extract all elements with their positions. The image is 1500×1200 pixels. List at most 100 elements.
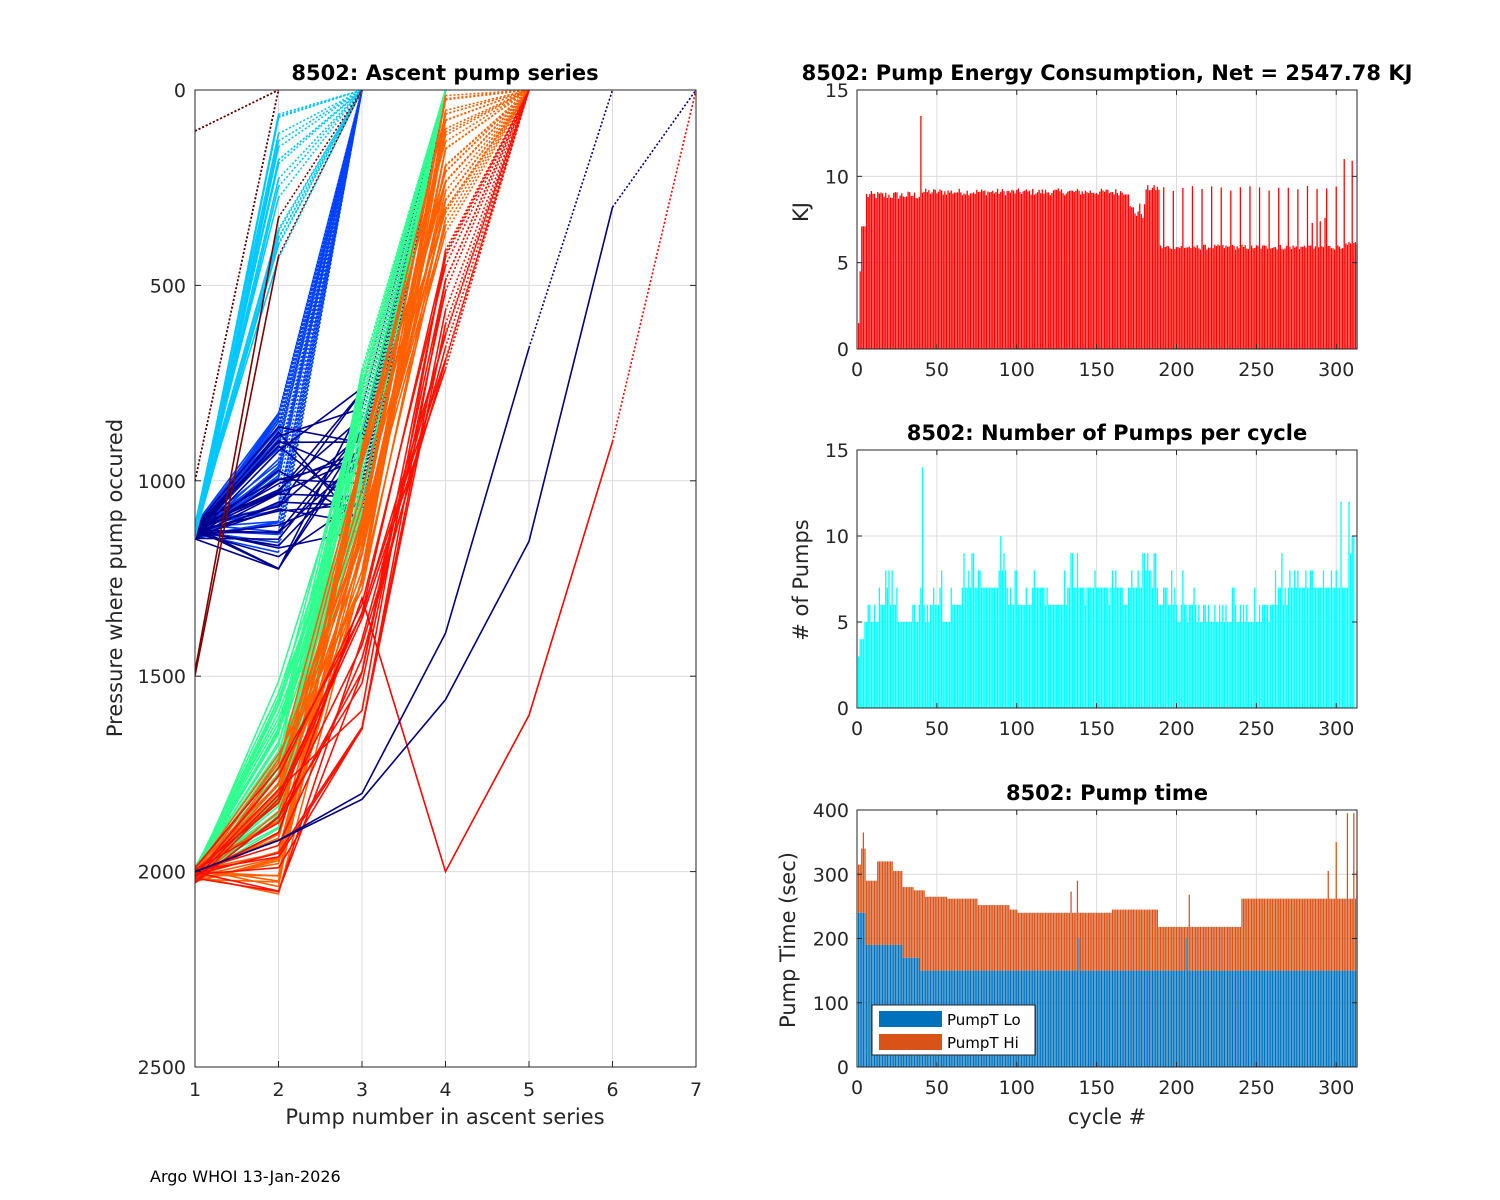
energy-bar xyxy=(1084,190,1087,349)
pumps-bar xyxy=(1265,604,1267,708)
pumptime-ytick-label: 300 xyxy=(813,864,849,886)
pumptime-lo-bar xyxy=(1266,970,1269,1067)
pumps-title: 8502: Number of Pumps per cycle xyxy=(907,421,1307,445)
pumptime-hi-bar xyxy=(1087,912,1090,971)
energy-bar xyxy=(1060,189,1063,349)
ascent-series-surface-segment xyxy=(444,90,530,167)
pumptime-hi-bar xyxy=(1043,912,1045,971)
pumps-bar xyxy=(968,570,970,708)
energy-bar xyxy=(1254,248,1256,349)
pumptime-lo-bar xyxy=(864,912,866,1067)
pumptime-hi-bar xyxy=(862,832,865,913)
energy-bar xyxy=(910,196,912,349)
energy-bar xyxy=(1097,194,1099,349)
energy-xtick-label: 200 xyxy=(1158,359,1194,381)
pumptime-lo-bar xyxy=(1286,970,1288,1067)
pumps-bar xyxy=(896,587,898,708)
ascent-series-surface-segment xyxy=(277,90,363,471)
ascent-series-surface-segment xyxy=(611,90,696,442)
pumps-bar xyxy=(1247,622,1250,708)
energy-bar xyxy=(907,191,909,349)
energy-bar xyxy=(1321,246,1323,349)
pumptime-hi-bar xyxy=(912,887,914,958)
energy-bar xyxy=(1314,246,1317,349)
pumptime-lo-bar xyxy=(857,912,860,1067)
energy-bar xyxy=(1148,190,1150,349)
ascent-series-surface-segment xyxy=(444,90,530,325)
pumptime-hi-bar xyxy=(905,887,908,958)
energy-bar xyxy=(1111,192,1114,349)
pumptime-hi-bar xyxy=(1182,926,1184,971)
pumptime-lo-bar xyxy=(1226,970,1229,1067)
energy-bar xyxy=(867,197,869,349)
pumptime-hi-bar xyxy=(1143,909,1146,971)
pumptime-lo-bar xyxy=(1195,970,1197,1067)
pumptime-hi-bar xyxy=(1209,926,1211,971)
pumptime-lo-bar xyxy=(1118,970,1120,1067)
energy-bar xyxy=(1239,187,1242,349)
pumps-bar xyxy=(955,604,957,708)
pumps-bar xyxy=(1035,587,1037,708)
energy-bar xyxy=(899,195,901,349)
pumptime-hi-bar xyxy=(1153,909,1155,971)
ascent-ytick-label: 0 xyxy=(174,80,186,102)
pumptime-lo-bar xyxy=(1092,970,1095,1067)
energy-bar xyxy=(1203,244,1205,349)
energy-bar xyxy=(1143,204,1146,349)
pumptime-hi-bar xyxy=(893,871,895,945)
pumps-bar xyxy=(1003,553,1005,708)
pumptime-hi-bar xyxy=(1199,926,1202,971)
pumptime-hi-bar xyxy=(1335,842,1337,971)
energy-bar xyxy=(1234,249,1237,349)
pumptime-hi-bar xyxy=(1204,926,1206,971)
pumptime-lo-bar xyxy=(1036,970,1039,1067)
energy-bar xyxy=(1019,191,1021,349)
energy-bar xyxy=(1009,192,1011,349)
pumptime-hi-bar xyxy=(1171,926,1173,971)
ascent-series-surface-segment xyxy=(444,90,530,210)
ascent-series-line xyxy=(195,197,280,527)
energy-bar xyxy=(1020,194,1023,349)
pumptime-lo-bar xyxy=(1111,970,1114,1067)
pumptime-hi-bar xyxy=(1038,912,1040,971)
pumps-bar xyxy=(928,622,930,708)
pumptime-hi-bar xyxy=(910,887,912,958)
energy-bar xyxy=(1038,189,1040,349)
energy-bar xyxy=(869,194,871,349)
pumps-bar xyxy=(1017,604,1019,708)
energy-bar xyxy=(953,192,956,349)
energy-bar xyxy=(1329,245,1331,349)
pumptime-hi-bar xyxy=(1322,898,1325,971)
pumps-bar xyxy=(1310,570,1312,708)
pumptime-lo-bar xyxy=(1110,970,1112,1067)
ascent-series-line xyxy=(195,90,280,481)
pumptime-lo-bar xyxy=(1171,970,1173,1067)
pumptime-hi-bar xyxy=(923,890,925,971)
pumptime-lo-bar xyxy=(1338,970,1341,1067)
ascent-series-line xyxy=(195,90,279,132)
pumptime-lo-bar xyxy=(1250,970,1253,1067)
pumps-bar xyxy=(1094,570,1096,708)
ascent-series-surface-segment xyxy=(444,90,530,311)
ascent-series-surface-segment xyxy=(444,90,530,348)
energy-bar xyxy=(1182,188,1184,349)
legend-label-lo: PumpT Lo xyxy=(947,1011,1021,1029)
pumps-bar xyxy=(958,604,960,708)
energy-bar xyxy=(1151,187,1154,349)
pumptime-lo-bar xyxy=(1322,970,1325,1067)
pumptime-lo-bar xyxy=(1119,970,1122,1067)
pumps-bar xyxy=(1091,587,1093,708)
energy-bar xyxy=(993,193,996,349)
energy-xtick-label: 250 xyxy=(1238,359,1274,381)
energy-chart: 0 50 100 150 200 250 300 0 5 10 15 8502: Pump Ener… xyxy=(789,61,1412,381)
pumptime-lo-bar xyxy=(1318,970,1320,1067)
pumps-bar xyxy=(1179,622,1181,708)
pumps-bar xyxy=(1065,604,1067,708)
pumptime-lo-bar xyxy=(1314,970,1317,1067)
energy-bar xyxy=(1033,194,1035,349)
pumps-bar xyxy=(1297,570,1299,708)
pumptime-hi-bar xyxy=(969,898,972,971)
pumps-bar xyxy=(1292,587,1294,708)
pumptime-lo-bar xyxy=(1185,938,1187,1067)
energy-bar xyxy=(1183,247,1186,349)
